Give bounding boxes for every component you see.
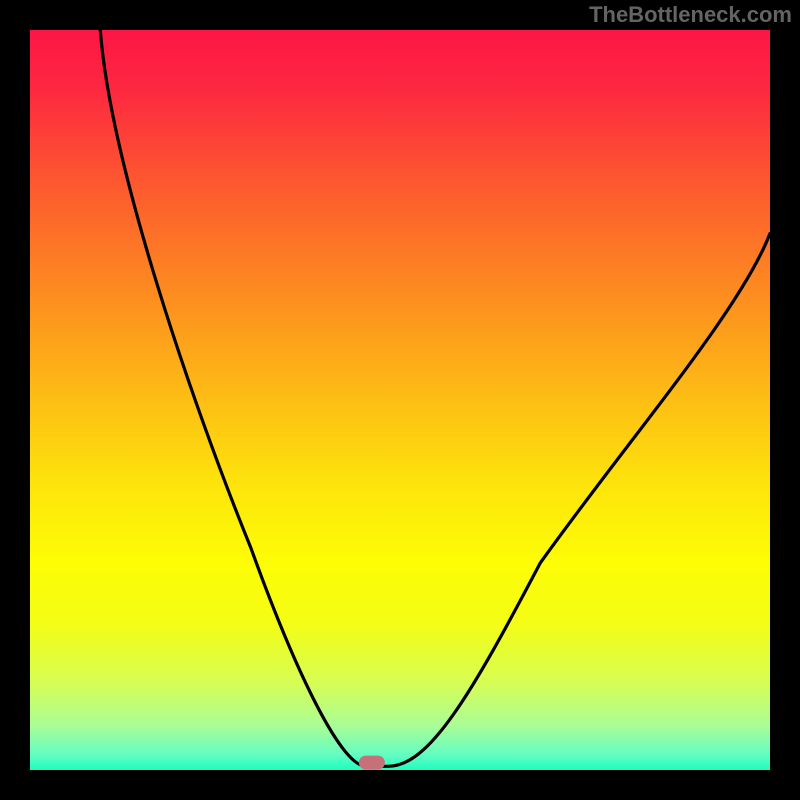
optimal-point-marker [359, 756, 385, 770]
chart-container: TheBottleneck.com [0, 0, 800, 800]
bottleneck-chart [0, 0, 800, 800]
plot-gradient-area [30, 30, 770, 770]
watermark-text: TheBottleneck.com [589, 2, 792, 28]
